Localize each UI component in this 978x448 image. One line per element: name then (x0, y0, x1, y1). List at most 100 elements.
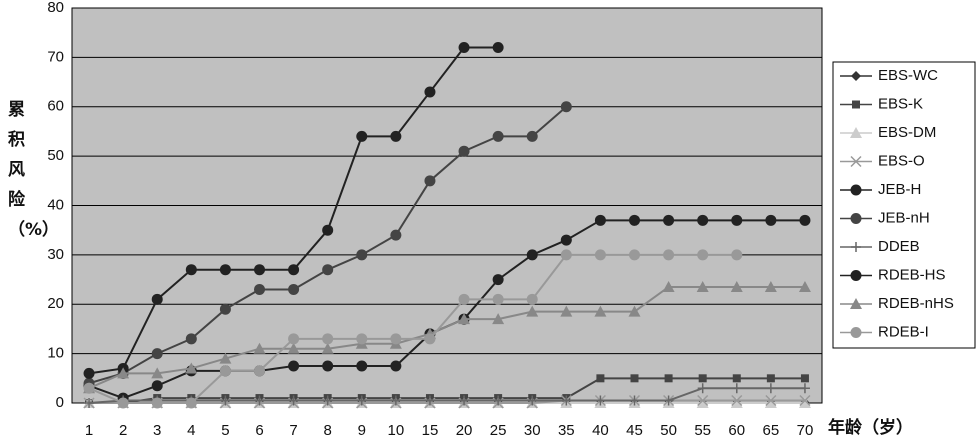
legend-label: DDEB (878, 238, 920, 255)
x-axis-label: 年龄（岁） (828, 417, 913, 438)
x-tick-label: 70 (797, 422, 814, 439)
x-tick-label: 65 (763, 422, 780, 439)
data-point (356, 360, 368, 372)
legend-marker (852, 100, 860, 109)
x-tick-label: 25 (490, 422, 507, 439)
data-point (696, 397, 709, 408)
data-point (83, 367, 95, 379)
legend-marker (850, 155, 862, 168)
data-point (254, 264, 265, 276)
data-point (764, 397, 777, 408)
data-point (560, 305, 573, 317)
legend-label: RDEB-HS (878, 266, 946, 283)
data-point (526, 305, 539, 317)
data-point (696, 280, 709, 292)
data-point (730, 280, 743, 292)
data-point (219, 352, 232, 364)
data-point (458, 313, 471, 325)
data-point (390, 395, 401, 406)
data-point (390, 333, 402, 345)
data-point (390, 229, 402, 241)
data-point (764, 280, 777, 292)
data-point (288, 283, 300, 295)
legend-label: EBS-WC (878, 67, 938, 84)
data-point (560, 234, 572, 246)
data-point (322, 264, 334, 276)
series-line (88, 285, 805, 390)
legend-label: JEB-H (878, 181, 921, 198)
legend-marker (850, 270, 862, 281)
data-point (219, 365, 231, 377)
x-tick-label: 8 (324, 422, 332, 439)
data-point (322, 333, 334, 345)
data-point (288, 395, 299, 406)
data-point (629, 395, 640, 406)
data-point (732, 374, 741, 383)
data-point (254, 395, 265, 406)
data-point (254, 365, 265, 377)
data-point (697, 395, 709, 407)
legend-marker (851, 242, 861, 252)
data-point (219, 264, 231, 276)
legend-label: EBS-DM (878, 124, 936, 141)
data-point (730, 397, 743, 408)
data-point (798, 280, 811, 292)
legend-marker (850, 213, 862, 224)
x-tick-label: 5 (221, 422, 229, 439)
data-point (322, 360, 334, 372)
data-point (630, 374, 639, 383)
data-point (799, 214, 811, 226)
data-point (117, 367, 130, 379)
data-point (663, 214, 675, 226)
y-tick-label: 60 (47, 98, 64, 115)
data-point (526, 130, 538, 142)
data-point (697, 383, 708, 394)
data-point (595, 395, 606, 406)
data-point (356, 249, 368, 261)
y-tick-label: 40 (47, 196, 64, 213)
legend-marker (850, 327, 862, 338)
data-point (253, 342, 266, 354)
data-point (288, 264, 300, 276)
data-point (629, 214, 640, 226)
legend-marker (850, 298, 862, 309)
series-line (89, 399, 805, 404)
data-point (560, 101, 572, 113)
data-point (185, 264, 197, 276)
x-tick-label: 2 (119, 422, 127, 439)
data-point (459, 395, 470, 406)
data-point (288, 333, 300, 345)
legend-label: EBS-K (878, 95, 923, 112)
data-point (492, 130, 504, 142)
data-point (766, 374, 775, 383)
data-point (322, 395, 333, 406)
legend-marker (850, 127, 862, 138)
data-point (151, 293, 163, 305)
data-point (731, 395, 743, 407)
x-tick-label: 1 (85, 422, 93, 439)
data-point (254, 283, 265, 295)
x-tick-label: 30 (524, 422, 541, 439)
data-point (765, 383, 776, 394)
y-tick-label: 70 (47, 48, 64, 65)
x-tick-label: 15 (422, 422, 439, 439)
x-tick-label: 50 (660, 422, 677, 439)
data-point (594, 305, 607, 317)
data-point (765, 214, 777, 226)
x-tick-label: 6 (255, 422, 263, 439)
series-line (88, 387, 805, 404)
legend-label: EBS-O (878, 152, 925, 169)
data-point (698, 374, 707, 383)
data-point (731, 383, 742, 394)
data-point (628, 305, 641, 317)
y-tick-label: 30 (47, 246, 64, 263)
y-tick-label: 0 (56, 394, 64, 411)
data-point (492, 42, 504, 53)
data-point (629, 249, 640, 261)
y-tick-label: 50 (47, 147, 64, 164)
data-point (663, 249, 675, 261)
data-point (219, 303, 231, 315)
data-point (356, 130, 368, 142)
legend-marker (850, 184, 862, 196)
